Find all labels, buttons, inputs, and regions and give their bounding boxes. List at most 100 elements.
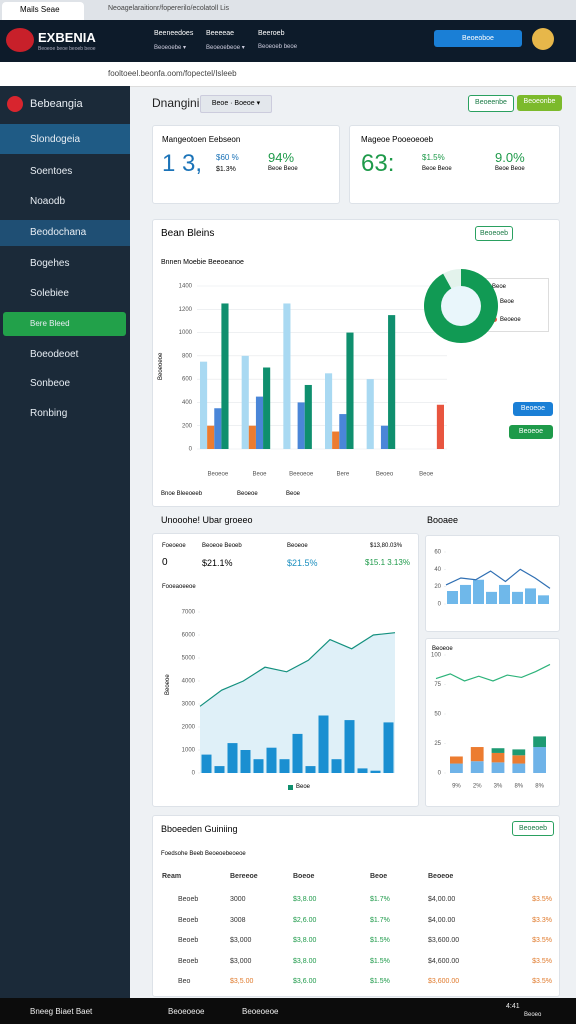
button[interactable]: Beoeoe <box>513 402 553 416</box>
table-cell: Beo <box>178 978 191 985</box>
table-cell: $3,000 <box>230 937 252 944</box>
table-title: Bboeeden Guiniing <box>161 824 238 834</box>
kpi-stat: $1.5% <box>422 153 445 162</box>
stat-value: $21.1% <box>202 558 233 568</box>
table-card <box>152 815 560 997</box>
sidebar-item[interactable]: Bogehes <box>30 258 70 269</box>
kpi-title: Mageoe Pooeoeoeb <box>361 135 434 144</box>
table-cell: $1.7% <box>370 896 390 903</box>
small-card <box>425 638 560 807</box>
button[interactable]: Beoeoeb <box>512 821 554 836</box>
nav-item[interactable]: Beeneedoes <box>154 30 194 37</box>
table-cell: $1.5% <box>370 937 390 944</box>
legend-swatch <box>288 785 293 790</box>
sidebar-item[interactable]: Sonbeoe <box>30 378 71 389</box>
axis-title: Beoeoeoe <box>158 352 164 380</box>
kpi-title: Mangeotoen Eebseon <box>162 135 241 144</box>
stat-value: $15.1 3.13% <box>365 558 410 567</box>
kpi-value: 1 3, <box>162 150 203 177</box>
nav-sub[interactable]: Beoeoebe ▾ <box>154 45 187 51</box>
kpi-stat: Beoe Beoe <box>268 166 298 172</box>
nav-sub[interactable]: Beoeoebeoe ▾ <box>206 45 245 51</box>
chart-card <box>152 219 560 507</box>
sidebar-button[interactable] <box>3 312 126 336</box>
table-cell: $3,8.00 <box>293 896 317 903</box>
tab[interactable] <box>2 2 84 20</box>
logo-sub: Beoeoe beoe beoeb beoe <box>38 46 96 52</box>
button[interactable]: Beoeoe <box>509 425 553 439</box>
stat-value: 0 <box>162 557 168 568</box>
table-cell: $1.5% <box>370 957 390 965</box>
nav-item[interactable]: Beeeeae <box>206 30 235 37</box>
sidebar-item[interactable]: Ronbing <box>30 408 68 419</box>
sidebar-item[interactable]: Boeodeoet <box>30 349 79 360</box>
tab-title[interactable]: Neoagelaraitionr/fopererilo/ecolatoll Li… <box>108 5 230 12</box>
date: Beoeo <box>524 1012 542 1018</box>
button[interactable]: Beoeonbe <box>517 95 562 111</box>
legend-dot <box>492 299 497 304</box>
card-title: Beoeoe <box>432 646 453 652</box>
table-subtitle: Foedsohe Beeb Beoeoebeoeoe <box>161 851 246 857</box>
sidebar-item[interactable]: Beodochana <box>30 227 87 238</box>
table-cell: $3,5.00 <box>230 978 254 985</box>
button[interactable]: Beoeoeb <box>475 226 513 241</box>
nav-item[interactable]: Beeroeb <box>258 30 285 37</box>
tab-title: Mails Seae <box>20 5 60 14</box>
kpi-card <box>152 125 340 204</box>
table-cell: $1.7% <box>370 916 390 924</box>
nav-sub[interactable]: Beoeoeb beoe <box>258 44 298 50</box>
stat-label: Foeoeoe <box>162 543 186 549</box>
axis-title: Beoeoe <box>165 674 171 695</box>
kpi-value: 63: <box>361 150 395 177</box>
table-cell: Beoeb <box>178 916 199 924</box>
table-cell: $2,6.00 <box>293 916 317 924</box>
table-header: Bereeoe <box>230 873 258 880</box>
kpi-stat: Beoe Beoe <box>422 166 452 172</box>
table-cell: $3,600.00 <box>428 978 460 985</box>
stat-label: Beoeoe <box>287 543 308 549</box>
sidebar-item[interactable]: Solebiee <box>30 288 69 299</box>
table-cell: 3008 <box>230 916 246 924</box>
table-cell: 3000 <box>230 896 246 903</box>
sidebar-item[interactable]: Soentoes <box>30 166 73 177</box>
table-cell: Beoeb <box>178 937 199 944</box>
url[interactable]: fooltoeel.beonfa.oom/fopectel/Isleeb <box>108 69 237 78</box>
sidebar-item[interactable]: Noaodb <box>30 196 66 207</box>
sidebar-button-label[interactable]: Bere Bleed <box>30 319 70 328</box>
avatar[interactable] <box>532 28 554 50</box>
taskbar-item[interactable]: Beoeoeoe <box>168 1007 205 1016</box>
usage-card <box>152 533 419 807</box>
kpi-stat: $60 % <box>216 153 239 162</box>
taskbar-item[interactable]: Bneeg Biaet Baet <box>30 1007 93 1016</box>
tab-bar <box>0 0 576 20</box>
footer-text: Beoeoe <box>237 491 258 497</box>
filter[interactable]: Beoe · Boeoe ▾ <box>200 95 272 113</box>
table-cell: $3.5% <box>532 896 552 903</box>
sidebar-title: Bebeangia <box>30 98 83 110</box>
section-title: Booaee <box>427 515 459 525</box>
logo-icon <box>6 28 34 52</box>
kpi-card <box>349 125 560 204</box>
clock: 4:41 <box>506 1003 520 1010</box>
table-cell: $3,8.00 <box>293 957 317 965</box>
legend-item: Beoe <box>500 299 515 305</box>
card-title: Bean Bleins <box>161 228 215 239</box>
chart-title: Fooeaoeeoe <box>162 584 196 590</box>
header-button[interactable]: Beoeoboe <box>434 30 522 47</box>
sidebar-item[interactable]: Slondogeia <box>30 134 81 145</box>
small-card <box>425 535 560 632</box>
button[interactable]: Beoeenbe <box>468 95 514 112</box>
table-cell: $4,00.00 <box>428 896 456 903</box>
table-cell: $3,8.00 <box>293 937 317 944</box>
page-title: Dnanginin <box>152 96 207 110</box>
table-cell: $3.5% <box>532 937 552 944</box>
table-cell: Beoeb <box>178 896 199 903</box>
table-header: Ream <box>162 873 182 880</box>
kpi-stat: Beoe Beoe <box>495 166 525 172</box>
footer-text: Beoe <box>286 491 301 497</box>
table-header: Beoeoe <box>428 873 454 880</box>
legend-dot <box>492 317 497 322</box>
taskbar-item[interactable]: Beoeoeoe <box>242 1007 279 1016</box>
